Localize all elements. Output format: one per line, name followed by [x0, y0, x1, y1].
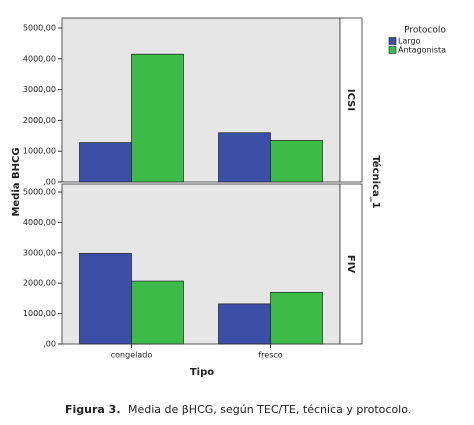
- facet-strip: [339, 17, 363, 183]
- caption-label: Figura 3.: [65, 403, 121, 416]
- y-tick-label: ,00: [43, 178, 56, 187]
- legend-label: Largo: [398, 37, 421, 46]
- legend-swatch: [388, 37, 397, 45]
- bar: [79, 253, 132, 345]
- y-tick-label: 2000,00: [23, 279, 56, 288]
- bar: [218, 132, 271, 183]
- y-tick-label: 3000,00: [23, 85, 56, 94]
- facet-label: Técnica_1: [370, 155, 382, 208]
- y-axis-label: Media BHCG: [11, 147, 22, 216]
- y-tick-label: 5000,00: [23, 188, 56, 197]
- y-tick-label: 1000,00: [23, 309, 56, 318]
- x-tick-label: congelado: [111, 351, 153, 360]
- y-tick-label: 4000,00: [23, 218, 56, 227]
- facet-strip: [339, 183, 363, 345]
- bar: [79, 142, 132, 183]
- x-tick-label: fresco: [258, 351, 282, 360]
- bar: [131, 280, 184, 345]
- x-axis-label: Tipo: [190, 367, 214, 378]
- bar: [270, 140, 323, 183]
- y-tick-label: 1000,00: [23, 147, 56, 156]
- bar: [218, 303, 271, 345]
- bar: [131, 53, 184, 183]
- facet-strip-label: FIV: [345, 255, 356, 274]
- facet-strip-label: ICSI: [345, 89, 356, 111]
- legend-swatch: [388, 46, 397, 54]
- y-tick-label: 4000,00: [23, 54, 56, 63]
- y-tick-label: 5000,00: [23, 24, 56, 33]
- y-tick-label: 3000,00: [23, 248, 56, 257]
- y-tick-label: 2000,00: [23, 116, 56, 125]
- y-tick-label: ,00: [43, 340, 56, 349]
- caption-text: Media de βHCG, según TEC/TE, técnica y p…: [128, 403, 411, 416]
- legend-label: Antagonista: [398, 46, 446, 55]
- legend-title: Protocolo: [404, 26, 446, 36]
- bar: [270, 291, 323, 345]
